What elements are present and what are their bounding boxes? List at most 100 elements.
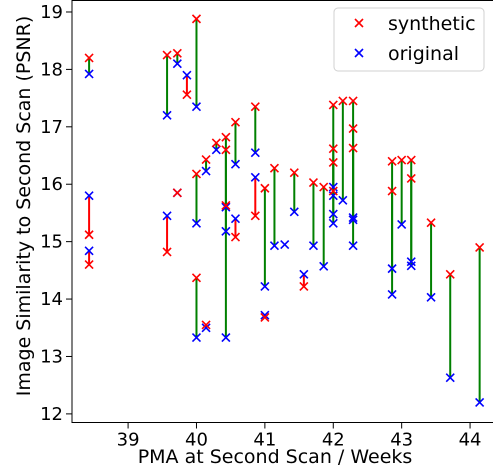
original-point xyxy=(191,218,202,228)
original-point xyxy=(221,202,231,212)
synthetic-point xyxy=(172,188,182,198)
original-point xyxy=(260,310,270,320)
x-tick-label: 42 xyxy=(322,430,345,451)
synthetic-point xyxy=(162,50,172,60)
original-point xyxy=(328,209,338,219)
original-point xyxy=(269,241,280,251)
plot-frame xyxy=(71,0,493,423)
original-point xyxy=(397,219,407,229)
original-point xyxy=(260,281,270,291)
x-tick-label: 43 xyxy=(390,430,413,451)
original-point xyxy=(338,195,348,205)
synthetic-point xyxy=(348,143,358,153)
original-point xyxy=(426,292,436,302)
y-tick-label: 13 xyxy=(40,346,63,367)
synthetic-point xyxy=(84,230,94,240)
original-point xyxy=(230,214,241,224)
y-axis-title: Image Similarity to Second Scan (PSNR) xyxy=(13,16,35,396)
synthetic-point xyxy=(182,90,192,100)
original-point xyxy=(191,332,202,343)
synthetic-point xyxy=(162,247,172,257)
original-point xyxy=(348,215,358,225)
original-point xyxy=(172,59,182,69)
x-tick-label: 40 xyxy=(185,430,208,451)
legend: synthetic original xyxy=(333,7,485,72)
synthetic-point xyxy=(250,102,260,112)
original-point xyxy=(299,269,309,279)
y-tick-label: 19 xyxy=(40,2,63,23)
y-tick-label: 15 xyxy=(40,232,63,253)
y-tick-label: 17 xyxy=(40,117,63,138)
original-point xyxy=(406,257,416,267)
original-point xyxy=(319,261,329,271)
original-point xyxy=(387,289,397,300)
synthetic-point xyxy=(221,200,231,211)
original-point xyxy=(387,264,397,274)
original-point xyxy=(221,226,231,236)
synthetic-point xyxy=(84,260,94,270)
original-point xyxy=(211,145,221,155)
synthetic-point xyxy=(387,186,397,196)
synthetic-point xyxy=(172,48,182,58)
original-point xyxy=(84,191,94,201)
synthetic-point xyxy=(250,211,260,221)
original-point xyxy=(84,246,94,256)
y-tick-label: 18 xyxy=(40,59,63,80)
original-point xyxy=(289,207,299,217)
synthetic-point xyxy=(308,177,319,188)
x-axis-title: PMA at Second Scan / Weeks xyxy=(138,446,413,468)
original-point xyxy=(328,182,338,192)
y-tick-label: 16 xyxy=(40,174,63,195)
y-tick-label: 12 xyxy=(40,404,63,425)
original-point xyxy=(230,159,241,169)
original-point xyxy=(348,212,358,223)
synthetic-point xyxy=(328,144,338,154)
original-point xyxy=(182,70,192,80)
synthetic-point xyxy=(260,183,270,193)
x-tick-label: 44 xyxy=(459,430,482,451)
synthetic-point xyxy=(191,169,202,179)
synthetic-point xyxy=(221,145,231,155)
original-point xyxy=(191,102,202,112)
original-point xyxy=(162,110,172,120)
legend-box xyxy=(333,7,485,72)
original-point xyxy=(162,211,172,221)
synthetic-point xyxy=(191,273,202,283)
original-point xyxy=(250,172,260,182)
synthetic-point xyxy=(338,96,348,106)
synthetic-point xyxy=(260,312,270,322)
synthetic-point xyxy=(406,155,416,165)
synthetic-point xyxy=(445,269,455,279)
synthetic-point xyxy=(221,132,231,142)
original-point xyxy=(280,239,290,250)
original-point xyxy=(84,69,94,79)
original-point xyxy=(250,148,260,158)
original-point xyxy=(445,373,455,383)
synthetic-point xyxy=(84,53,94,63)
synthetic-point xyxy=(230,117,241,127)
synthetic-point xyxy=(406,173,416,184)
synthetic-point xyxy=(426,218,436,228)
synthetic-point xyxy=(211,138,221,148)
original-point xyxy=(406,261,416,271)
legend-marker-original xyxy=(354,48,364,58)
synthetic-point xyxy=(328,186,338,196)
x-tick-label: 41 xyxy=(253,430,276,451)
original-point xyxy=(221,332,231,343)
original-point xyxy=(328,218,338,228)
synthetic-point xyxy=(299,281,309,291)
synthetic-point xyxy=(319,182,329,192)
synthetic-point xyxy=(387,156,397,166)
original-point xyxy=(201,323,211,333)
legend-label-original: original xyxy=(388,43,459,65)
legend-marker-synthetic xyxy=(354,18,364,28)
synthetic-point xyxy=(475,242,485,252)
original-point xyxy=(308,241,319,251)
synthetic-point xyxy=(348,96,358,106)
synthetic-point xyxy=(191,14,202,24)
synthetic-point xyxy=(397,155,407,165)
original-point xyxy=(348,241,358,251)
y-tick-label: 14 xyxy=(40,289,63,310)
synthetic-point xyxy=(348,123,358,134)
